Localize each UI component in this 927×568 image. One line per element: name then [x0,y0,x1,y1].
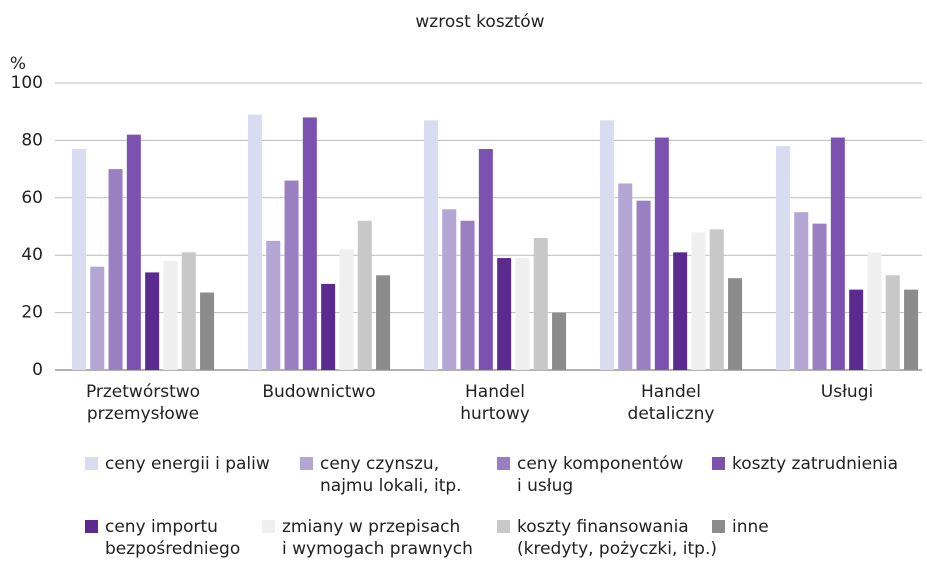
bar [266,240,281,370]
bar [339,249,354,370]
chart-title: wzrost kosztów [415,12,544,32]
bar [849,289,864,370]
y-tick-label: 80 [21,130,43,150]
y-axis-label: % [10,54,26,74]
legend-label: zmiany w przepisach i wymogach prawnych [282,517,473,559]
x-tick-label: Budownictwo [262,382,376,402]
bar [200,292,215,370]
bar [376,275,391,370]
bar [478,149,493,370]
x-tick-label: Usługi [820,382,874,402]
x-tick-label: Handel detaliczny [627,382,715,424]
bar [108,169,123,370]
legend-swatch [300,457,313,470]
bar [830,137,845,370]
bar [709,229,724,370]
bar [794,212,809,370]
bar [163,260,178,370]
x-tick-label: Przetwórstwo przemysłowe [85,382,201,424]
bar [673,252,688,370]
bar [145,272,160,370]
bar [867,252,882,370]
bar [247,114,262,370]
bar [618,183,633,370]
x-tick-label: Handel hurtowy [460,382,530,424]
y-tick-label: 40 [21,245,43,265]
legend-label: ceny importu bezpośredniego [105,517,241,559]
legend-swatch [497,457,510,470]
bar [321,283,336,370]
legend-swatch [262,520,275,533]
bar [515,258,530,370]
bar [599,120,614,370]
bar [423,120,438,370]
legend-swatch [85,520,98,533]
legend-swatch [497,520,510,533]
bar [691,232,706,370]
bar [126,134,141,370]
bar [357,220,372,370]
legend-label: ceny energii i paliw [105,454,270,474]
bar [728,278,743,370]
bar [552,312,567,370]
y-tick-label: 0 [32,360,43,380]
bar [904,289,919,370]
bar [636,200,651,370]
bar [460,220,475,370]
legend-label: koszty finansowania (kredyty, pożyczki, … [517,517,717,559]
y-tick-label: 100 [11,73,43,93]
bar [497,258,512,370]
bar [442,209,457,370]
y-tick-label: 60 [21,188,43,208]
bar [302,117,317,370]
legend-swatch [85,457,98,470]
legend-swatch [712,520,725,533]
legend-label: ceny komponentów i usług [517,454,684,496]
legend-label: koszty zatrudnienia [732,454,898,474]
legend-swatch [712,457,725,470]
bar [654,137,669,370]
bar [775,146,790,370]
legend-label: inne [732,517,769,537]
bar [181,252,196,370]
legend-label: ceny czynszu, najmu lokali, itp. [320,454,462,496]
bar [284,180,299,370]
bar [71,149,86,370]
bar [90,266,105,370]
y-tick-label: 20 [21,303,43,323]
bar [812,223,827,370]
bar [533,237,548,370]
bar [885,275,900,370]
